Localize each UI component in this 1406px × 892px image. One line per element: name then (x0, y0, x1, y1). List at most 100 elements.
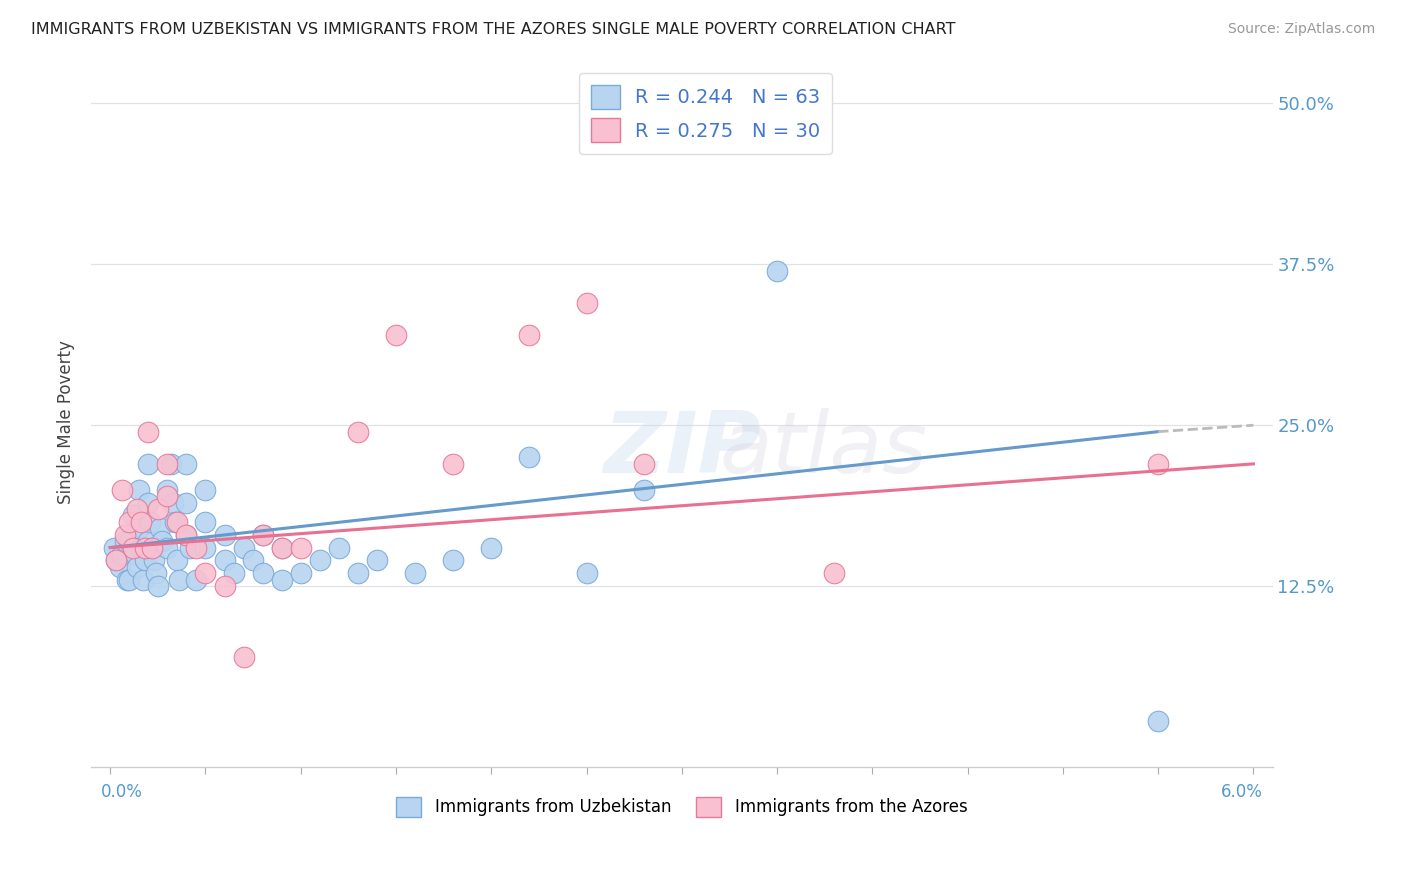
Point (242, 553, 264, 567)
Point (149, 521, 172, 535)
Point (143, 553, 166, 567)
Point (176, 457, 198, 471)
Point (214, 579, 236, 593)
Text: Source: ZipAtlas.com: Source: ZipAtlas.com (1227, 22, 1375, 37)
Point (441, 553, 464, 567)
Point (575, 566, 598, 581)
Point (176, 527, 198, 541)
Point (156, 483, 179, 497)
Point (141, 541, 163, 555)
Point (156, 489, 179, 503)
Text: 6.0%: 6.0% (1222, 783, 1263, 801)
Point (118, 573, 141, 587)
Point (214, 553, 236, 567)
Point (176, 527, 198, 541)
Point (179, 541, 201, 555)
Point (122, 541, 145, 555)
Text: atlas: atlas (720, 408, 928, 491)
Point (166, 553, 188, 567)
Point (103, 541, 125, 555)
Point (270, 573, 292, 587)
Point (194, 541, 217, 555)
Point (766, 263, 789, 277)
Point (184, 541, 207, 555)
Point (232, 650, 254, 665)
Point (114, 527, 136, 541)
Point (252, 527, 274, 541)
Point (167, 573, 190, 587)
Point (141, 541, 163, 555)
Point (156, 541, 179, 555)
Point (114, 534, 136, 549)
Point (232, 541, 254, 555)
Point (122, 508, 145, 523)
Point (270, 541, 292, 555)
Point (1147, 457, 1170, 471)
Point (308, 553, 330, 567)
Point (136, 457, 159, 471)
Point (222, 566, 245, 581)
Point (214, 527, 236, 541)
Point (131, 573, 153, 587)
Text: 0.0%: 0.0% (101, 783, 142, 801)
Legend: Immigrants from Uzbekistan, Immigrants from the Azores: Immigrants from Uzbekistan, Immigrants f… (389, 790, 974, 823)
Point (194, 483, 217, 497)
Point (519, 328, 541, 343)
Point (575, 296, 598, 310)
Point (328, 541, 350, 555)
Point (519, 450, 541, 465)
Point (163, 515, 186, 529)
Point (252, 566, 274, 581)
Point (118, 515, 141, 529)
Point (139, 515, 162, 529)
Point (347, 425, 370, 439)
Point (252, 527, 274, 541)
Point (118, 534, 141, 549)
Point (184, 573, 207, 587)
Point (125, 560, 148, 574)
Point (111, 483, 134, 497)
Point (290, 566, 312, 581)
Point (160, 457, 183, 471)
Point (104, 553, 127, 567)
Point (270, 541, 292, 555)
Point (108, 560, 131, 574)
Point (347, 566, 370, 581)
Point (156, 457, 179, 471)
Point (124, 547, 146, 561)
Point (104, 553, 127, 567)
Point (823, 566, 845, 581)
Point (146, 502, 169, 516)
Point (633, 457, 655, 471)
Point (166, 515, 188, 529)
Point (404, 566, 426, 581)
Point (176, 495, 198, 509)
Point (129, 541, 152, 555)
Point (136, 495, 159, 509)
Point (128, 521, 150, 535)
Point (290, 541, 312, 555)
Point (146, 579, 169, 593)
Point (479, 541, 502, 555)
Point (1147, 714, 1170, 729)
Point (150, 534, 173, 549)
Point (134, 553, 156, 567)
Point (134, 541, 156, 555)
Point (441, 457, 464, 471)
Point (162, 495, 184, 509)
Point (128, 483, 150, 497)
Text: IMMIGRANTS FROM UZBEKISTAN VS IMMIGRANTS FROM THE AZORES SINGLE MALE POVERTY COR: IMMIGRANTS FROM UZBEKISTAN VS IMMIGRANTS… (31, 22, 956, 37)
Point (366, 553, 388, 567)
Point (194, 515, 217, 529)
Point (125, 502, 148, 516)
Text: ZIP: ZIP (603, 408, 761, 491)
Y-axis label: Single Male Poverty: Single Male Poverty (58, 340, 75, 504)
Point (136, 534, 159, 549)
Point (136, 425, 159, 439)
Point (145, 566, 167, 581)
Point (111, 547, 134, 561)
Point (117, 573, 139, 587)
Point (633, 483, 655, 497)
Point (194, 566, 217, 581)
Point (385, 328, 408, 343)
